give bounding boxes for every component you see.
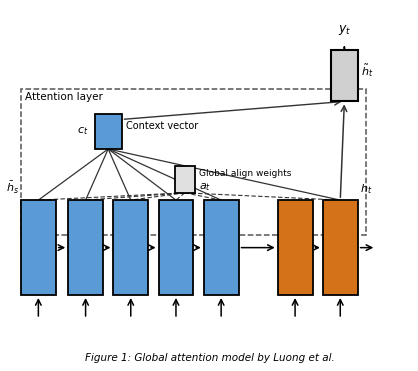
Bar <box>175 167 195 193</box>
Text: $\bar{h}_s$: $\bar{h}_s$ <box>6 180 19 197</box>
Bar <box>68 200 103 295</box>
Bar <box>323 200 358 295</box>
Text: Context vector: Context vector <box>126 121 198 131</box>
Text: $y_t$: $y_t$ <box>338 23 351 37</box>
Bar <box>158 200 194 295</box>
Bar <box>278 200 313 295</box>
Text: $c_t$: $c_t$ <box>77 126 89 138</box>
Text: Attention layer: Attention layer <box>25 92 103 102</box>
Bar <box>95 114 122 149</box>
Text: Figure 1: Global attention model by Luong et al.: Figure 1: Global attention model by Luon… <box>85 353 335 363</box>
Bar <box>331 50 358 101</box>
Text: Global align weights: Global align weights <box>199 168 291 178</box>
Bar <box>21 200 56 295</box>
Bar <box>21 89 366 235</box>
Bar <box>204 200 239 295</box>
Text: $a_t$: $a_t$ <box>199 182 211 193</box>
Text: $\tilde{h}_t$: $\tilde{h}_t$ <box>361 62 373 79</box>
Text: $h_t$: $h_t$ <box>360 183 372 197</box>
Bar <box>113 200 148 295</box>
